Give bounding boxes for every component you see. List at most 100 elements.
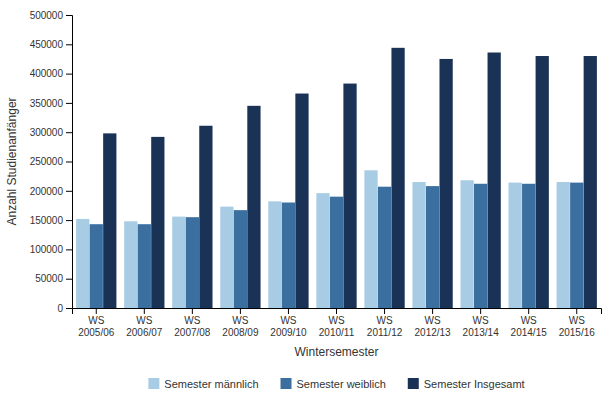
tick-label: WS2006/07 xyxy=(126,315,163,338)
legend: Semester männlich Semester weiblich Semest… xyxy=(148,378,524,390)
tick: WS2015/16 xyxy=(559,308,596,338)
bar xyxy=(151,137,164,308)
legend-swatch xyxy=(148,378,159,389)
tick: 300000 xyxy=(30,127,72,138)
tick-mark xyxy=(66,162,72,163)
tick-label: WS2014/15 xyxy=(511,315,548,338)
bar xyxy=(426,186,439,308)
tick-mark xyxy=(66,132,72,133)
tick-mark xyxy=(66,249,72,250)
bar xyxy=(488,53,501,308)
bar xyxy=(103,133,116,308)
tick-label: WS2010/11 xyxy=(319,315,355,338)
tick: 350000 xyxy=(30,98,72,109)
bar xyxy=(220,207,233,308)
bar xyxy=(536,56,549,308)
tick: 100000 xyxy=(30,244,72,255)
tick-label: WS2012/13 xyxy=(415,315,452,338)
tick-mark xyxy=(336,308,337,314)
tick-mark xyxy=(66,220,72,221)
tick-label: 0 xyxy=(57,303,63,314)
tick: WS2013/14 xyxy=(463,308,500,338)
tick-label: WS2005/06 xyxy=(78,315,115,338)
bar xyxy=(460,180,473,308)
bar xyxy=(522,184,535,308)
tick-mark xyxy=(480,308,481,314)
tick-label: WS2011/12 xyxy=(367,315,403,338)
legend-item: Semester männlich xyxy=(148,378,258,390)
tick: WS2009/10 xyxy=(270,308,307,338)
tick-mark xyxy=(240,308,241,314)
legend-swatch xyxy=(408,378,419,389)
legend-label: Semester weiblich xyxy=(297,378,386,390)
tick-mark xyxy=(384,308,385,314)
tick-mark xyxy=(66,15,72,16)
bar xyxy=(172,217,185,308)
tick-label: WS2015/16 xyxy=(559,315,596,338)
tick-mark xyxy=(144,308,145,314)
bar xyxy=(474,184,487,308)
tick-mark xyxy=(66,103,72,104)
tick: 150000 xyxy=(30,215,72,226)
tick-mark xyxy=(66,191,72,192)
tick: 250000 xyxy=(30,156,72,167)
tick: 50000 xyxy=(35,273,72,284)
bar xyxy=(124,221,137,308)
bar xyxy=(570,183,583,308)
tick-mark xyxy=(66,308,72,309)
legend-label: Semester männlich xyxy=(164,378,258,390)
tick-mark xyxy=(66,44,72,45)
tick: 0 xyxy=(57,303,72,314)
bar xyxy=(199,126,212,308)
tick-label: 200000 xyxy=(30,186,64,197)
tick: WS2006/07 xyxy=(126,308,163,338)
axis-line xyxy=(66,16,73,309)
tick-label: 400000 xyxy=(30,68,64,79)
bars xyxy=(76,48,597,308)
tick-label: 250000 xyxy=(30,156,64,167)
bar xyxy=(439,59,452,308)
bar xyxy=(90,224,103,308)
tick: WS2008/09 xyxy=(222,308,259,338)
x-axis-title: Wintersemester xyxy=(294,345,378,359)
bar xyxy=(378,187,391,308)
tick-mark xyxy=(96,308,97,314)
legend-label: Semester Insgesamt xyxy=(424,378,525,390)
tick-label: WS2009/10 xyxy=(270,315,307,338)
bar xyxy=(343,84,356,308)
tick: WS2012/13 xyxy=(415,308,452,338)
bar xyxy=(509,183,522,308)
legend-item: Semester Insgesamt xyxy=(408,378,525,390)
tick-label: 450000 xyxy=(30,39,64,50)
bar xyxy=(138,224,151,308)
tick-label: 100000 xyxy=(30,244,64,255)
tick-label: WS2013/14 xyxy=(463,315,500,338)
tick: WS2005/06 xyxy=(78,308,115,338)
tick-label: 500000 xyxy=(30,10,64,21)
tick: WS2014/15 xyxy=(511,308,548,338)
bar xyxy=(234,210,247,308)
tick: WS2010/11 xyxy=(319,308,355,338)
tick-mark xyxy=(576,308,577,314)
tick-label: WS2008/09 xyxy=(222,315,259,338)
y-axis-title: Anzahl Studienanfänger xyxy=(5,97,19,225)
tick: 450000 xyxy=(30,39,72,50)
bar xyxy=(268,201,281,308)
tick-mark xyxy=(432,308,433,314)
bar xyxy=(295,94,308,308)
chart: 0 50000 100000 150000 200000 250000 300000 3500… xyxy=(0,0,616,408)
tick-label: 50000 xyxy=(35,273,63,284)
tick: 200000 xyxy=(30,186,72,197)
bar xyxy=(391,48,404,308)
tick-label: 350000 xyxy=(30,98,64,109)
tick-label: WS2007/08 xyxy=(174,315,211,338)
tick-label: 300000 xyxy=(30,127,64,138)
x-axis: WS2005/06 WS2006/07 WS2007/08 WS2008/09 WS20… xyxy=(73,308,602,338)
bar xyxy=(76,219,89,308)
tick-mark xyxy=(66,74,72,75)
bar xyxy=(584,56,597,308)
bar xyxy=(316,193,329,308)
legend-swatch xyxy=(281,378,292,389)
y-axis: 0 50000 100000 150000 200000 250000 300000 3500… xyxy=(30,10,73,314)
plot: 0 50000 100000 150000 200000 250000 300000 3500… xyxy=(30,10,602,338)
